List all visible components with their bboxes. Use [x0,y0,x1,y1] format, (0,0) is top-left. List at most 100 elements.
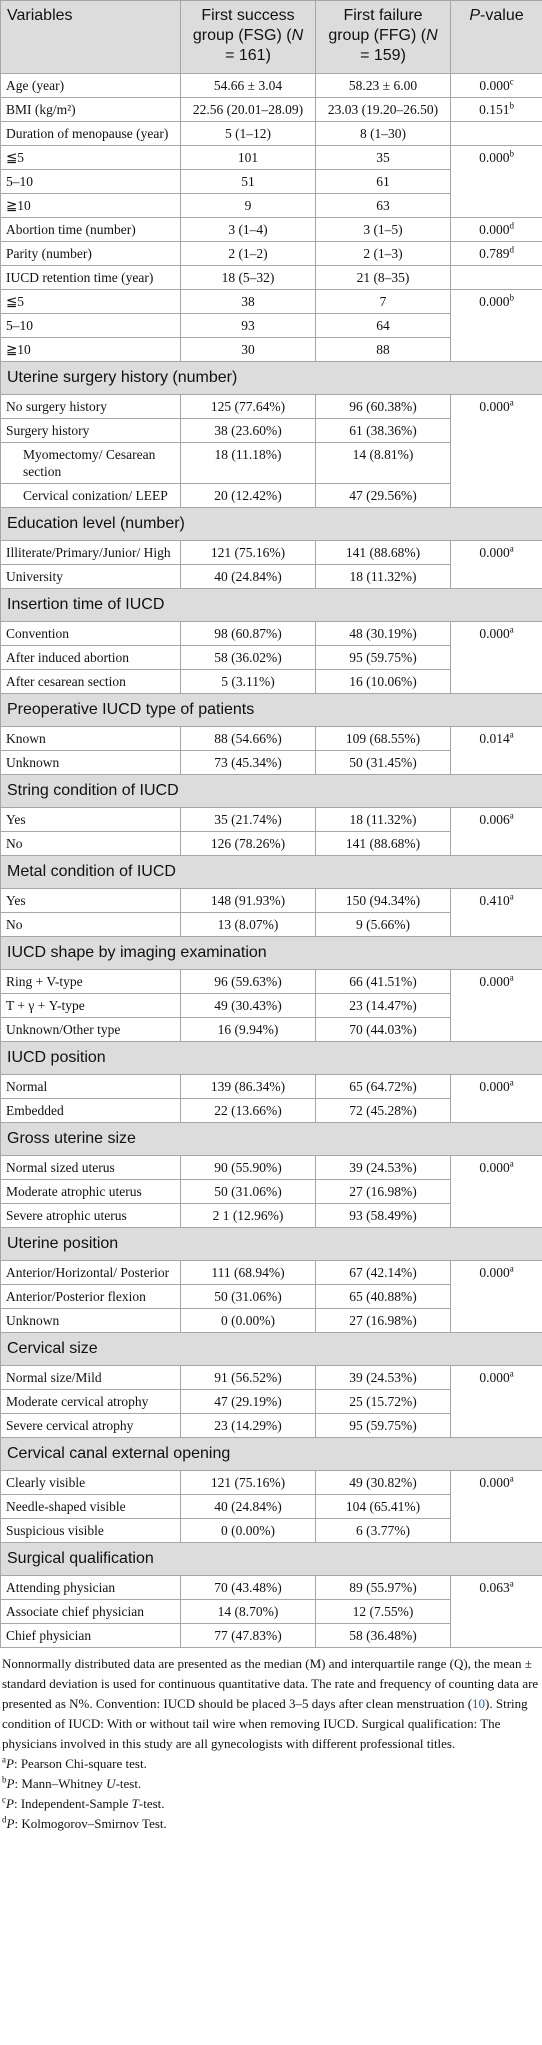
ffg-cell: 39 (24.53%) [315,1155,451,1180]
table-row: ≦5 38 7 0.000b [0,289,542,362]
p-value: 0.000 [479,78,510,93]
variable-cell: Unknown/Other type [0,1017,181,1042]
p-value-note: a [509,1368,514,1379]
section-title: Uterine position [0,1227,542,1261]
variable-cell: T + γ + Y-type [0,993,181,1018]
document: Variables First success group (FSG) (N = … [0,0,542,1834]
text: = 159) [360,47,406,64]
p-value-cell: 0.000a [450,1470,542,1543]
reference-link[interactable]: 10 [472,1696,486,1711]
table-row: Ring + V-type 96 (59.63%) 66 (41.51%) 0.000… [0,969,542,1042]
p-value-cell: 0.000c [450,73,542,98]
ffg-cell: 12 (7.55%) [315,1599,451,1624]
p-value: 0.000 [479,1475,510,1490]
p-value: 0.006 [479,812,510,827]
variable-cell: Severe atrophic uterus [0,1203,181,1228]
p-value: 0.000 [479,974,510,989]
fsg-cell: 58 (36.02%) [180,645,316,670]
p-value-note: b [509,100,514,111]
table-notes: Nonnormally distributed data are present… [0,1648,542,1834]
ffg-cell: 63 [315,193,451,218]
variable-cell: No [0,912,181,937]
footnote-mark: d [2,1814,7,1825]
table-row: Known 88 (54.66%) 109 (68.55%) 0.014a [0,726,542,775]
p-value: 0.000 [479,626,510,641]
fsg-cell: 38 (23.60%) [180,418,316,443]
p-value-cell: 0.014a [450,726,542,775]
ffg-cell: 27 (16.98%) [315,1179,451,1204]
section-title: Cervical canal external opening [0,1437,542,1471]
fsg-cell: 90 (55.90%) [180,1155,316,1180]
variable-cell: Needle-shaped visible [0,1494,181,1519]
section-title: Insertion time of IUCD [0,588,542,622]
table-row: BMI (kg/m²) 22.56 (20.01–28.09) 23.03 (19.… [0,97,542,122]
p-value: 0.000 [479,1370,510,1385]
fsg-cell: 0 (0.00%) [180,1518,316,1543]
variable-cell: Parity (number) [0,241,181,266]
section-row: Cervical size [0,1332,542,1366]
text: : Mann–Whitney [14,1776,107,1791]
fsg-cell: 14 (8.70%) [180,1599,316,1624]
p-value-note: b [509,292,514,303]
section-title: Education level (number) [0,507,542,541]
italic-text: P [6,1816,15,1831]
fsg-cell: 77 (47.83%) [180,1623,316,1648]
fsg-cell: 5 (3.11%) [180,669,316,694]
italic-text: N [426,27,438,44]
p-value-note: a [509,1077,514,1088]
ffg-cell: 72 (45.28%) [315,1098,451,1123]
p-value-note: a [509,397,514,408]
table-row: After induced abortion 58 (36.02%) 95 (59.… [0,645,542,670]
variable-cell: Duration of menopause (year) [0,121,181,146]
variable-cell: ≦5 [0,289,181,314]
table-row: Chief physician 77 (47.83%) 58 (36.48%) [0,1623,542,1648]
table-row: Embedded 22 (13.66%) 72 (45.28%) [0,1098,542,1123]
p-value: 0.000 [479,1079,510,1094]
footnote: cP: Independent-Sample T-test. [2,1794,540,1814]
section-row: Education level (number) [0,507,542,541]
p-value-cell: 0.000d [450,217,542,242]
variable-cell: IUCD retention time (year) [0,265,181,290]
variable-cell: Surgery history [0,418,181,443]
p-value: 0.000 [479,222,510,237]
section-title: Uterine surgery history (number) [0,361,542,395]
fsg-cell: 13 (8.07%) [180,912,316,937]
p-value-cell: 0.000b [450,289,542,362]
section-row: Cervical canal external opening [0,1437,542,1471]
ffg-cell: 95 (59.75%) [315,645,451,670]
table-row: IUCD retention time (year) 18 (5–32) 21 (8… [0,265,542,290]
table-row: Convention 98 (60.87%) 48 (30.19%) 0.000a [0,621,542,694]
italic-text: P [469,7,481,24]
p-value-cell [450,121,542,146]
variable-cell: Normal sized uterus [0,1155,181,1180]
text: Variables [7,7,73,24]
variable-cell: 5–10 [0,169,181,194]
table-row: Parity (number) 2 (1–2) 2 (1–3) 0.789d [0,241,542,266]
table-row: Needle-shaped visible 40 (24.84%) 104 (65.… [0,1494,542,1519]
section-row: IUCD position [0,1041,542,1075]
fsg-cell: 30 [180,337,316,362]
p-value-note: d [509,244,514,255]
table-row: ≧10 30 88 [0,337,542,362]
table-row: Abortion time (number) 3 (1–4) 3 (1–5) 0.00… [0,217,542,242]
variable-cell: Clearly visible [0,1470,181,1495]
variable-cell: ≦5 [0,145,181,170]
variable-cell: Chief physician [0,1623,181,1648]
fsg-cell: 101 [180,145,316,170]
ffg-cell: 3 (1–5) [315,217,451,242]
fsg-cell: 93 [180,313,316,338]
fsg-cell: 111 (68.94%) [180,1260,316,1285]
italic-text: P [6,1796,14,1811]
ffg-cell: 25 (15.72%) [315,1389,451,1414]
table-body: Age (year) 54.66 ± 3.04 58.23 ± 6.00 0.000c… [0,73,542,1648]
p-value: 0.063 [479,1580,510,1595]
p-value-cell [450,265,542,290]
ffg-cell: 50 (31.45%) [315,750,451,775]
variable-cell: University [0,564,181,589]
table-row: Anterior/Horizontal/ Posterior 111 (68.94… [0,1260,542,1333]
p-value-note: a [509,729,514,740]
ffg-cell: 21 (8–35) [315,265,451,290]
header-cell: Variables [0,0,181,74]
text: First failure group (FFG) ( [328,7,427,44]
